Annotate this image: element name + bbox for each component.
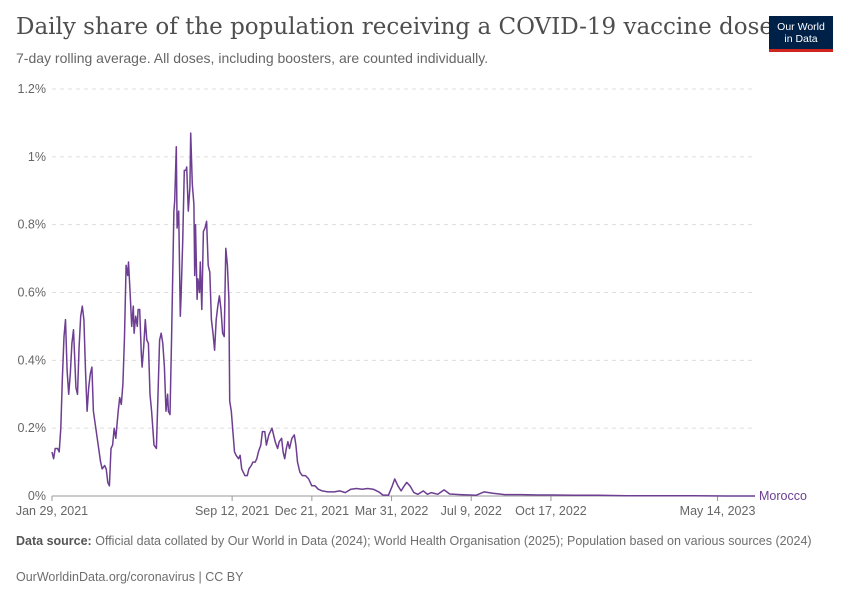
series-line-morocco[interactable]	[51, 132, 755, 497]
owid-logo[interactable]: Our World in Data	[769, 16, 833, 52]
data-source-label: Data source:	[16, 534, 92, 548]
x-tick-label: May 14, 2023	[680, 504, 756, 518]
y-tick-label: 0.2%	[18, 421, 47, 435]
x-tick-label: Sep 12, 2021	[195, 504, 269, 518]
y-tick-label: 1%	[28, 150, 46, 164]
x-tick-label: Oct 17, 2022	[515, 504, 587, 518]
logo-line-2: in Data	[784, 33, 818, 45]
credit-line[interactable]: OurWorldinData.org/coronavirus | CC BY	[16, 570, 244, 584]
y-tick-label: 0.4%	[18, 353, 47, 367]
x-tick-label: Mar 31, 2022	[355, 504, 429, 518]
series-label[interactable]: Morocco	[759, 489, 807, 503]
x-tick-label: Jan 29, 2021	[16, 504, 88, 518]
x-tick-label: Jul 9, 2022	[441, 504, 502, 518]
chart-title: Daily share of the population receiving …	[16, 14, 773, 40]
chart-subtitle: 7-day rolling average. All doses, includ…	[16, 50, 489, 66]
data-source-text[interactable]: Official data collated by Our World in D…	[95, 534, 812, 548]
y-tick-label: 0.6%	[18, 286, 47, 300]
y-tick-label: 0%	[28, 489, 46, 503]
data-source: Data source: Official data collated by O…	[16, 533, 816, 549]
x-tick-label: Dec 21, 2021	[275, 504, 349, 518]
y-tick-label: 0.8%	[18, 218, 47, 232]
y-tick-label: 1.2%	[18, 82, 47, 96]
line-chart: 0% 0.2% 0.4% 0.6% 0.8% 1% 1.2% Jan 29, 2021 Sep …	[16, 82, 807, 518]
logo-line-1: Our World	[777, 21, 825, 33]
